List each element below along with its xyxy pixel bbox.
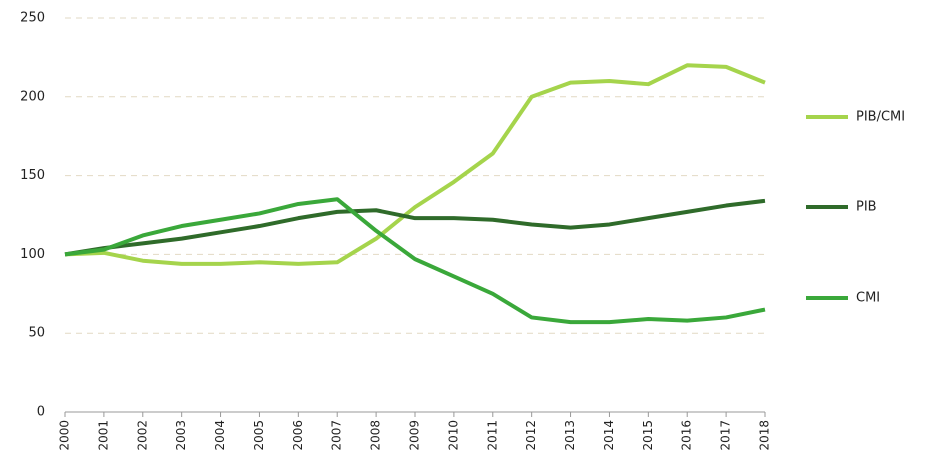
x-tick-label: 2002 bbox=[135, 420, 149, 451]
x-tick-label: 2015 bbox=[641, 420, 655, 451]
y-tick-label: 150 bbox=[20, 168, 45, 183]
data-line bbox=[64, 198, 766, 257]
x-tick-label: 2016 bbox=[680, 420, 694, 451]
x-tick-label: 2004 bbox=[213, 420, 227, 451]
y-tick-label: 200 bbox=[20, 89, 45, 104]
x-tick-label: 2017 bbox=[719, 420, 733, 451]
x-tick-label: 2011 bbox=[485, 420, 499, 451]
x-tick-label: 2013 bbox=[563, 420, 577, 451]
x-tick-label: 2003 bbox=[174, 420, 188, 451]
x-tick-label: 2008 bbox=[369, 420, 383, 451]
legend-label: PIB/CMI bbox=[856, 110, 905, 125]
x-tick-label: 2010 bbox=[446, 420, 460, 451]
x-tick-label: 2009 bbox=[408, 420, 422, 451]
x-tick-label: 2007 bbox=[330, 420, 344, 451]
x-tick-label: 2006 bbox=[291, 420, 305, 451]
x-tick-label: 2014 bbox=[602, 420, 616, 451]
y-tick-label: 100 bbox=[20, 247, 45, 262]
y-tick-label: 250 bbox=[20, 11, 45, 26]
data-line bbox=[64, 197, 766, 325]
y-tick-label: 0 bbox=[37, 405, 45, 420]
data-line bbox=[64, 63, 766, 266]
y-tick-label: 50 bbox=[28, 326, 45, 341]
legend-label: PIB bbox=[856, 200, 877, 215]
legend-label: CMI bbox=[856, 291, 880, 306]
x-tick-label: 2012 bbox=[524, 420, 538, 451]
x-tick-label: 2005 bbox=[252, 420, 266, 451]
x-tick-label: 2018 bbox=[758, 420, 772, 451]
x-tick-label: 2000 bbox=[58, 420, 72, 451]
x-tick-label: 2001 bbox=[96, 420, 110, 451]
